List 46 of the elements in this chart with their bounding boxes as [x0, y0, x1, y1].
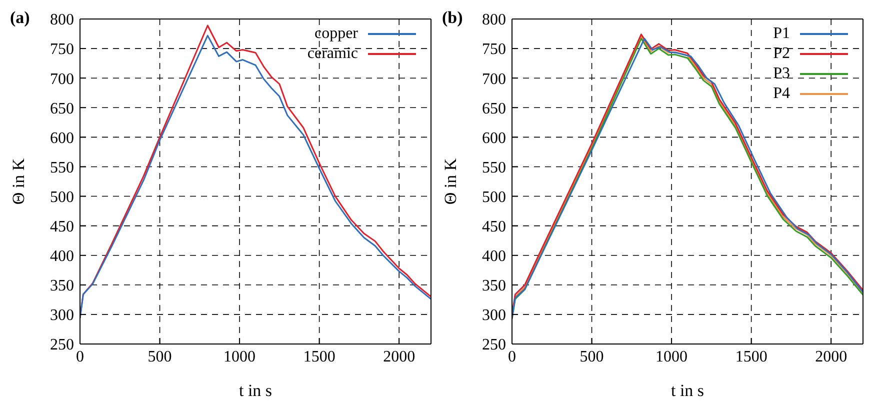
y-tick-label: 550	[482, 159, 506, 176]
y-tick-label: 550	[50, 159, 74, 176]
x-tick-label: 500	[148, 348, 172, 366]
legend-label: P2	[773, 45, 790, 63]
y-tick-label: 250	[50, 336, 74, 354]
x-tick-label: 2000	[815, 348, 848, 366]
y-tick-label: 450	[50, 218, 74, 236]
x-tick-label: 1500	[303, 348, 336, 366]
x-tick-label: 1000	[656, 348, 688, 366]
y-tick-label: 750	[482, 41, 506, 58]
y-tick-label: 300	[50, 307, 74, 324]
legend-label: P3	[773, 65, 790, 83]
y-tick-label: 650	[50, 100, 74, 118]
legend-label: P4	[773, 85, 790, 103]
y-tick-label: 350	[482, 278, 506, 295]
x-tick-label: 2000	[383, 348, 416, 366]
y-axis-title: Θ in K	[441, 158, 460, 205]
y-tick-label: 600	[50, 130, 74, 147]
y-tick-label: 700	[482, 70, 506, 88]
y-tick-label: 700	[50, 70, 74, 88]
legend-label: P1	[773, 25, 790, 43]
y-tick-label: 250	[482, 336, 506, 354]
y-tick-label: 450	[482, 218, 506, 236]
x-axis-title: t in s	[238, 381, 272, 400]
y-tick-label: 300	[482, 307, 506, 324]
legend-label: ceramic	[307, 45, 358, 63]
x-tick-label: 0	[508, 348, 516, 366]
y-axis-title: Θ in K	[9, 158, 28, 205]
y-tick-label: 350	[50, 278, 74, 295]
y-tick-label: 800	[50, 12, 74, 29]
text: (b)	[442, 8, 463, 28]
y-tick-label: 500	[482, 188, 506, 206]
x-tick-label: 500	[580, 348, 604, 366]
x-tick-label: 1000	[224, 348, 256, 366]
y-tick-label: 600	[482, 130, 506, 147]
x-tick-label: 1500	[735, 348, 768, 366]
y-tick-label: 750	[50, 41, 74, 58]
x-axis-title: t in s	[670, 381, 704, 400]
y-tick-label: 400	[50, 248, 74, 266]
y-tick-label: 650	[482, 100, 506, 118]
y-tick-label: 400	[482, 248, 506, 266]
y-tick-label: 500	[50, 188, 74, 206]
x-tick-label: 0	[76, 348, 84, 366]
text: (a)	[10, 8, 30, 28]
y-tick-label: 800	[482, 12, 506, 29]
legend-label: copper	[314, 25, 358, 43]
